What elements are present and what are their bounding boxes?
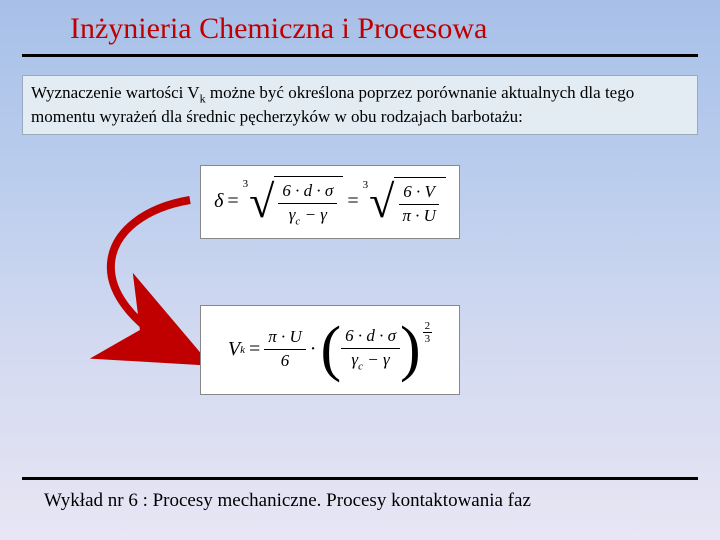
eq1-equals-1: = [223,190,242,213]
equation-2: Vk = π · U 6 · ( 6 · d · σ γc − γ ) 2 3 [200,305,460,395]
eq2-pow-den: 3 [425,333,431,345]
eq2-fracL-num: π · U [264,328,306,350]
page-title: Inżynieria Chemiczna i Procesowa [70,12,720,46]
eq1-delta: δ [214,190,223,213]
eq2-dot: · [306,338,321,361]
eq1-cuberoot: 3 √ 6 · d · σ γc − γ [243,176,344,227]
title-area: Inżynieria Chemiczna i Procesowa [0,0,720,52]
eq1-den-mid: − [300,205,320,224]
eq2-paren: ( 6 · d · σ γc − γ ) 2 3 [320,321,432,379]
bottom-rule [22,477,698,480]
eq2-V: V [228,338,240,361]
eq2-den-mid: − [363,350,383,369]
eq1-frac2: 6 · V π · U [398,183,440,225]
eq1-frac2-num: 6 · V [399,183,439,205]
eq2-fracR-num: 6 · d · σ [341,327,400,349]
eq1-frac1-num: 6 · d · σ [278,182,337,204]
eq2-power: 2 3 [423,321,433,345]
eq2-pow-num: 2 [423,321,433,333]
eq2-fracL-den: 6 [277,350,294,371]
top-rule [22,54,698,57]
eq1-frac2-den: π · U [398,205,440,226]
body-pre: Wyznaczenie wartości V [31,83,200,102]
equation-1: δ = 3 √ 6 · d · σ γc − γ = [200,165,460,239]
eq1-cuberoot-2: 3 √ 6 · V π · U [363,177,446,225]
curved-arrow [60,185,220,375]
body-text: Wyznaczenie wartości Vk możne być określ… [31,82,689,128]
eq1-equals-2: = [343,190,362,213]
footer-text: Wykład nr 6 : Procesy mechaniczne. Proce… [44,490,531,512]
eq2-den-gb: γ [383,350,390,369]
eq1-den-gb: γ [320,205,327,224]
eq2-equals: = [245,338,264,361]
body-text-box: Wyznaczenie wartości Vk możne być określ… [22,75,698,135]
equation-area: δ = 3 √ 6 · d · σ γc − γ = [0,155,720,415]
eq1-frac1: 6 · d · σ γc − γ [278,182,337,227]
eq2-fracR: 6 · d · σ γc − γ [341,327,400,372]
eq2-fracL: π · U 6 [264,328,306,370]
